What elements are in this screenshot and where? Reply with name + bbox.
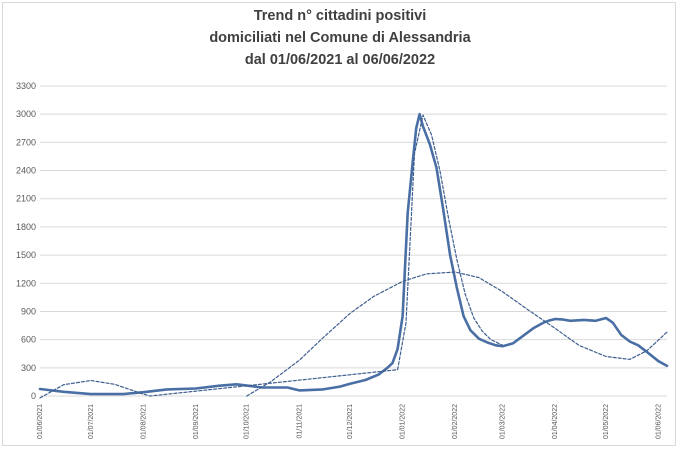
y-tick-label: 1500: [16, 250, 36, 260]
y-tick-label: 1200: [16, 278, 36, 288]
x-tick-label: 01/07/2021: [88, 404, 95, 439]
trendline-series-1: [39, 114, 504, 399]
x-tick-label: 01/03/2022: [500, 404, 507, 439]
x-tick-label: 01/08/2021: [140, 404, 147, 439]
x-tick-label: 01/01/2022: [400, 404, 407, 439]
y-tick-label: 300: [21, 363, 36, 373]
y-tick-label: 900: [21, 306, 36, 316]
y-tick-label: 3300: [16, 81, 36, 91]
x-tick-label: 01/10/2021: [244, 404, 251, 439]
x-axis-ticks: 01/06/2021 01/07/2021 01/08/2021 01/09/2021…: [37, 404, 663, 439]
positives-series-line: [38, 112, 669, 396]
y-tick-label: 2700: [16, 137, 36, 147]
x-tick-label: 01/09/2021: [193, 404, 200, 439]
x-tick-label: 01/05/2022: [603, 404, 610, 439]
series-lines: [38, 112, 669, 399]
y-tick-label: 3000: [16, 109, 36, 119]
x-tick-label: 01/06/2021: [37, 404, 44, 439]
chart-title-line-1: Trend n° cittadini positivi: [253, 8, 427, 24]
y-tick-label: 1800: [16, 222, 36, 232]
trendline-series-2: [246, 271, 668, 397]
x-tick-label: 01/06/2022: [656, 404, 663, 439]
x-tick-label: 01/12/2021: [347, 404, 354, 439]
gridlines: [40, 85, 667, 397]
x-tick-label: 01/11/2021: [296, 404, 303, 439]
chart-frame: [2, 2, 676, 446]
y-tick-label: 0: [31, 391, 36, 401]
y-tick-label: 2100: [16, 194, 36, 204]
x-tick-label: 01/02/2022: [452, 404, 459, 439]
y-tick-label: 2400: [16, 166, 36, 176]
y-axis-ticks: 0 300 600 900 1200 1500 1800 2100 2400 2700 3000 33…: [16, 81, 36, 401]
chart-title-line-2: domiciliati nel Comune di Alessandria: [209, 30, 471, 46]
x-tick-label: 01/04/2022: [552, 404, 559, 439]
chart-title-line-3: dal 01/06/2021 al 06/06/2022: [244, 52, 436, 68]
y-tick-label: 600: [21, 335, 36, 345]
